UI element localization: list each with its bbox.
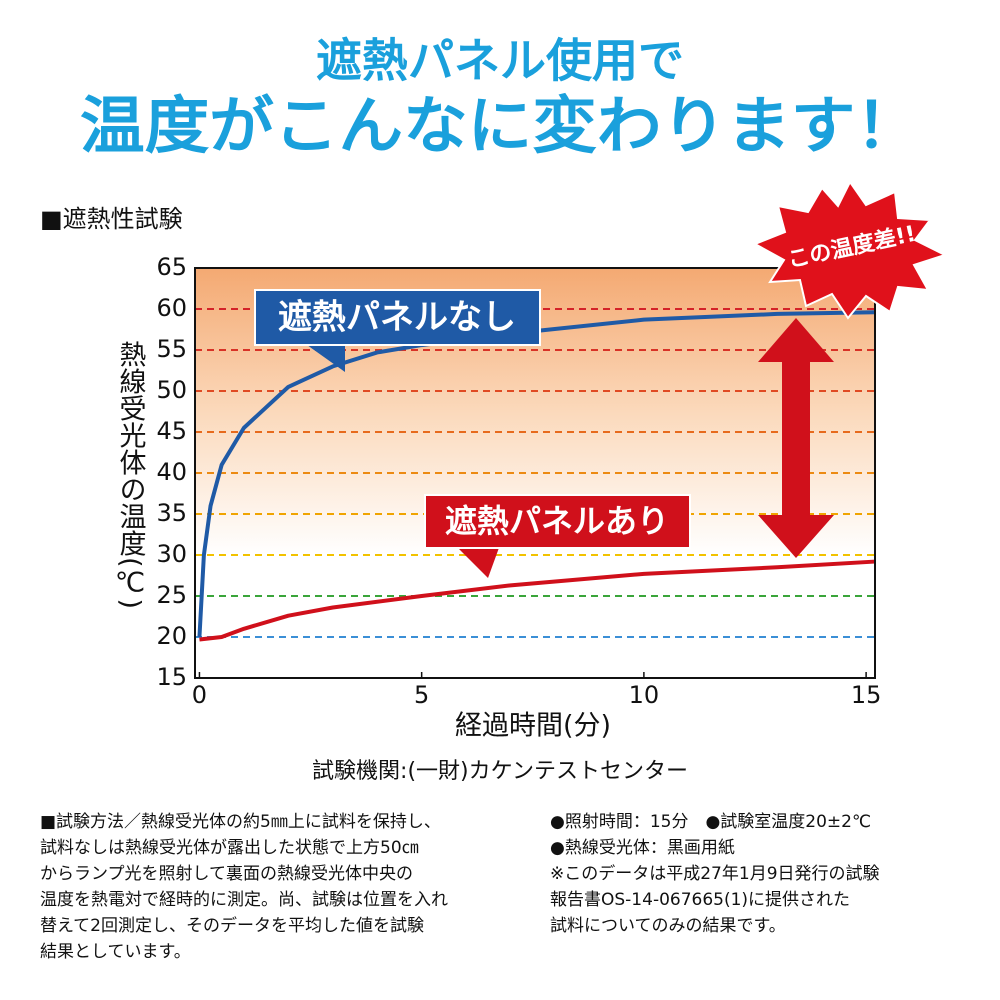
x-tick-label: 5 bbox=[414, 681, 429, 709]
y-tick-label: 25 bbox=[156, 581, 187, 609]
y-tick-label: 65 bbox=[156, 253, 187, 281]
y-tick-label: 60 bbox=[156, 294, 187, 322]
x-tick-label: 0 bbox=[192, 681, 207, 709]
x-axis-label: 経過時間(分) bbox=[455, 711, 611, 742]
plot-frame bbox=[194, 267, 876, 679]
note-line: 試料についてのみの結果です。 bbox=[550, 916, 786, 936]
y-tick-label: 30 bbox=[156, 540, 187, 568]
x-tick-label: 15 bbox=[851, 681, 882, 709]
y-tick-label: 50 bbox=[156, 376, 187, 404]
note-line: 試料なしは熱線受光体が露出した状態で上方50㎝ bbox=[40, 838, 419, 858]
y-tick-label: 45 bbox=[156, 417, 187, 445]
y-tick-label: 55 bbox=[156, 335, 187, 363]
callout-pointer bbox=[300, 340, 345, 372]
chart-title: ■遮熱性試験 bbox=[40, 205, 183, 233]
x-tick-label: 10 bbox=[629, 681, 660, 709]
note-line: 結果としています。 bbox=[40, 942, 191, 962]
y-tick-label: 35 bbox=[156, 499, 187, 527]
note-line: ●熱線受光体：黒画用紙 bbox=[550, 838, 735, 858]
note-line: 報告書OS-14-067665(1)に提供された bbox=[550, 890, 850, 910]
y-tick-label: 15 bbox=[156, 663, 187, 691]
headline-2: 温度がこんなに変わります！ bbox=[80, 89, 920, 162]
starburst bbox=[752, 180, 948, 320]
y-axis-label: 熱線受光体の温度(℃) bbox=[115, 341, 147, 609]
series-line bbox=[197, 310, 876, 638]
callout-pointer bbox=[455, 545, 500, 578]
callout-box bbox=[424, 494, 691, 549]
note-line: 温度を熱電対で経時的に測定。尚、試験は位置を入れ bbox=[40, 890, 448, 910]
callout-box bbox=[254, 289, 541, 346]
note-line: 替えて2回測定し、そのデータを平均した値を試験 bbox=[40, 915, 424, 936]
note-line: からランプ光を照射して裏面の熱線受光体中央の bbox=[40, 863, 413, 884]
series-line bbox=[199, 559, 876, 642]
y-tick-label: 40 bbox=[156, 458, 187, 486]
difference-arrow bbox=[758, 318, 834, 558]
y-tick-label: 20 bbox=[156, 622, 187, 650]
note-line: ●照射時間：15分 ●試験室温度20±2℃ bbox=[550, 812, 871, 832]
legend-label: 遮熱パネルなし bbox=[278, 298, 516, 338]
headline-1: 遮熱パネル使用で bbox=[316, 34, 684, 88]
source: 試験機関:(一財)カケンテストセンター bbox=[312, 759, 688, 784]
note-line: ■試験方法／熱線受光体の約5㎜上に試料を保持し、 bbox=[40, 812, 441, 832]
legend-label: 遮熱パネルあり bbox=[445, 502, 669, 540]
note-line: ※このデータは平成27年1月9日発行の試験 bbox=[550, 863, 880, 884]
